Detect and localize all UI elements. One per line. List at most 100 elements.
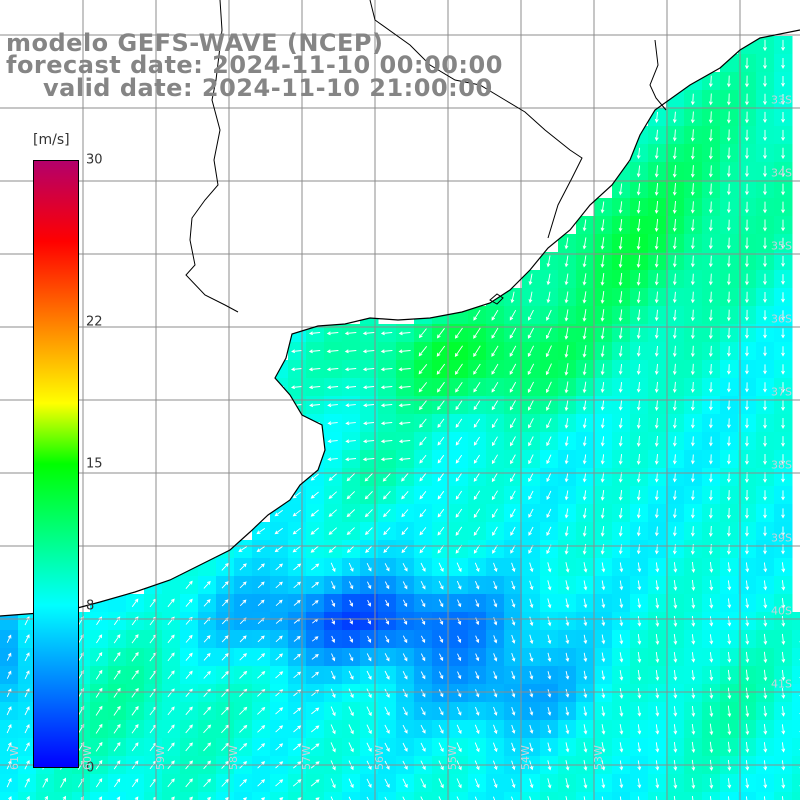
wind-arrow (763, 616, 768, 627)
wind-arrow (455, 490, 463, 500)
wind-arrow (546, 309, 552, 321)
wind-arrow (781, 255, 785, 268)
wind-arrow (473, 345, 481, 358)
wind-arrow (527, 363, 535, 376)
wind-arrow (439, 635, 444, 644)
wind-arrow (437, 472, 445, 482)
wind-arrow (398, 439, 411, 444)
wind-arrow (637, 742, 642, 753)
wind-arrow (345, 403, 356, 408)
wind-arrow (438, 707, 444, 716)
wind-arrow (547, 706, 552, 716)
wind-arrow (367, 599, 372, 607)
wind-arrow (510, 418, 516, 429)
wind-arrow (745, 598, 750, 609)
wind-arrow (349, 599, 354, 607)
wind-arrow (637, 688, 642, 699)
longitude-label: 57W (300, 745, 313, 770)
wind-arrow (346, 509, 356, 518)
wind-arrow (565, 652, 570, 663)
wind-arrow (527, 381, 535, 393)
wind-arrow (654, 472, 659, 483)
wind-arrow (763, 93, 767, 106)
wind-arrow (637, 651, 642, 663)
wind-arrow (781, 165, 785, 178)
wind-speed-cell (792, 702, 800, 721)
wind-arrow (275, 671, 284, 679)
wind-arrow (384, 706, 390, 716)
wind-arrow (492, 436, 498, 447)
wind-arrow (308, 331, 321, 336)
wind-speed-cell (684, 792, 703, 800)
wind-speed-cell (414, 792, 433, 800)
wind-arrow (600, 490, 605, 501)
wind-arrow (275, 599, 283, 607)
wind-arrow (511, 796, 514, 800)
wind-arrow (291, 349, 303, 354)
wind-arrow (185, 706, 193, 716)
wind-arrow (619, 724, 624, 735)
wind-arrow (473, 382, 481, 393)
wind-arrow (691, 561, 696, 573)
wind-arrow (690, 219, 695, 232)
wind-arrow (238, 546, 248, 552)
wind-arrow (673, 580, 678, 591)
wind-arrow (292, 509, 301, 517)
latitude-label: 33S (771, 93, 792, 107)
wind-arrow (511, 671, 516, 680)
wind-arrow (565, 598, 570, 609)
latitude-label: 40S (771, 604, 792, 618)
wind-arrow (167, 724, 175, 734)
wind-arrow (167, 688, 175, 698)
wind-arrow (311, 707, 320, 715)
wind-arrow (293, 671, 302, 679)
wind-speed-cell (558, 792, 577, 800)
wind-arrow (290, 367, 303, 372)
wind-arrow (24, 742, 30, 752)
longitude-label: 53W (592, 745, 605, 770)
wind-arrow (6, 634, 12, 643)
wind-arrow (763, 400, 767, 411)
wind-arrow (582, 454, 587, 465)
wind-arrow (510, 454, 516, 465)
wind-arrow (745, 201, 749, 214)
wind-arrow (655, 706, 660, 717)
wind-arrow (709, 705, 714, 718)
wind-arrow (619, 742, 624, 753)
wind-arrow (203, 598, 211, 607)
wind-arrow (582, 508, 587, 519)
wind-arrow (745, 489, 749, 501)
wind-arrow (654, 435, 659, 447)
wind-speed-cell (594, 792, 613, 800)
wind-arrow (528, 490, 534, 500)
wind-arrow (745, 255, 749, 268)
wind-arrow (547, 796, 550, 800)
wind-speed-cell (108, 792, 127, 800)
wind-arrow (637, 598, 642, 609)
wind-arrow (311, 654, 319, 660)
wind-arrow (310, 527, 319, 535)
wind-arrow (60, 777, 66, 788)
wind-arrow (673, 597, 678, 609)
wind-speed-cell (432, 792, 451, 800)
wind-arrow (509, 400, 516, 411)
wind-speed-cell (144, 792, 163, 800)
wind-arrow (293, 635, 301, 642)
wind-arrow (637, 669, 642, 681)
colorbar-tick-label: 0 (86, 760, 95, 776)
wind-arrow (528, 472, 534, 483)
wind-arrow (134, 796, 139, 800)
wind-arrow (418, 346, 428, 357)
wind-arrow (348, 562, 354, 572)
wind-arrow (275, 635, 283, 643)
wind-arrow (420, 562, 426, 572)
border-line (649, 39, 667, 111)
wind-arrow (493, 580, 498, 590)
wind-arrow (455, 472, 463, 482)
wind-arrow (473, 526, 481, 536)
wind-arrow (618, 490, 623, 501)
wind-arrow (167, 706, 175, 716)
wind-arrow (546, 399, 552, 411)
wind-arrow (745, 400, 749, 411)
wind-arrow (492, 796, 496, 800)
